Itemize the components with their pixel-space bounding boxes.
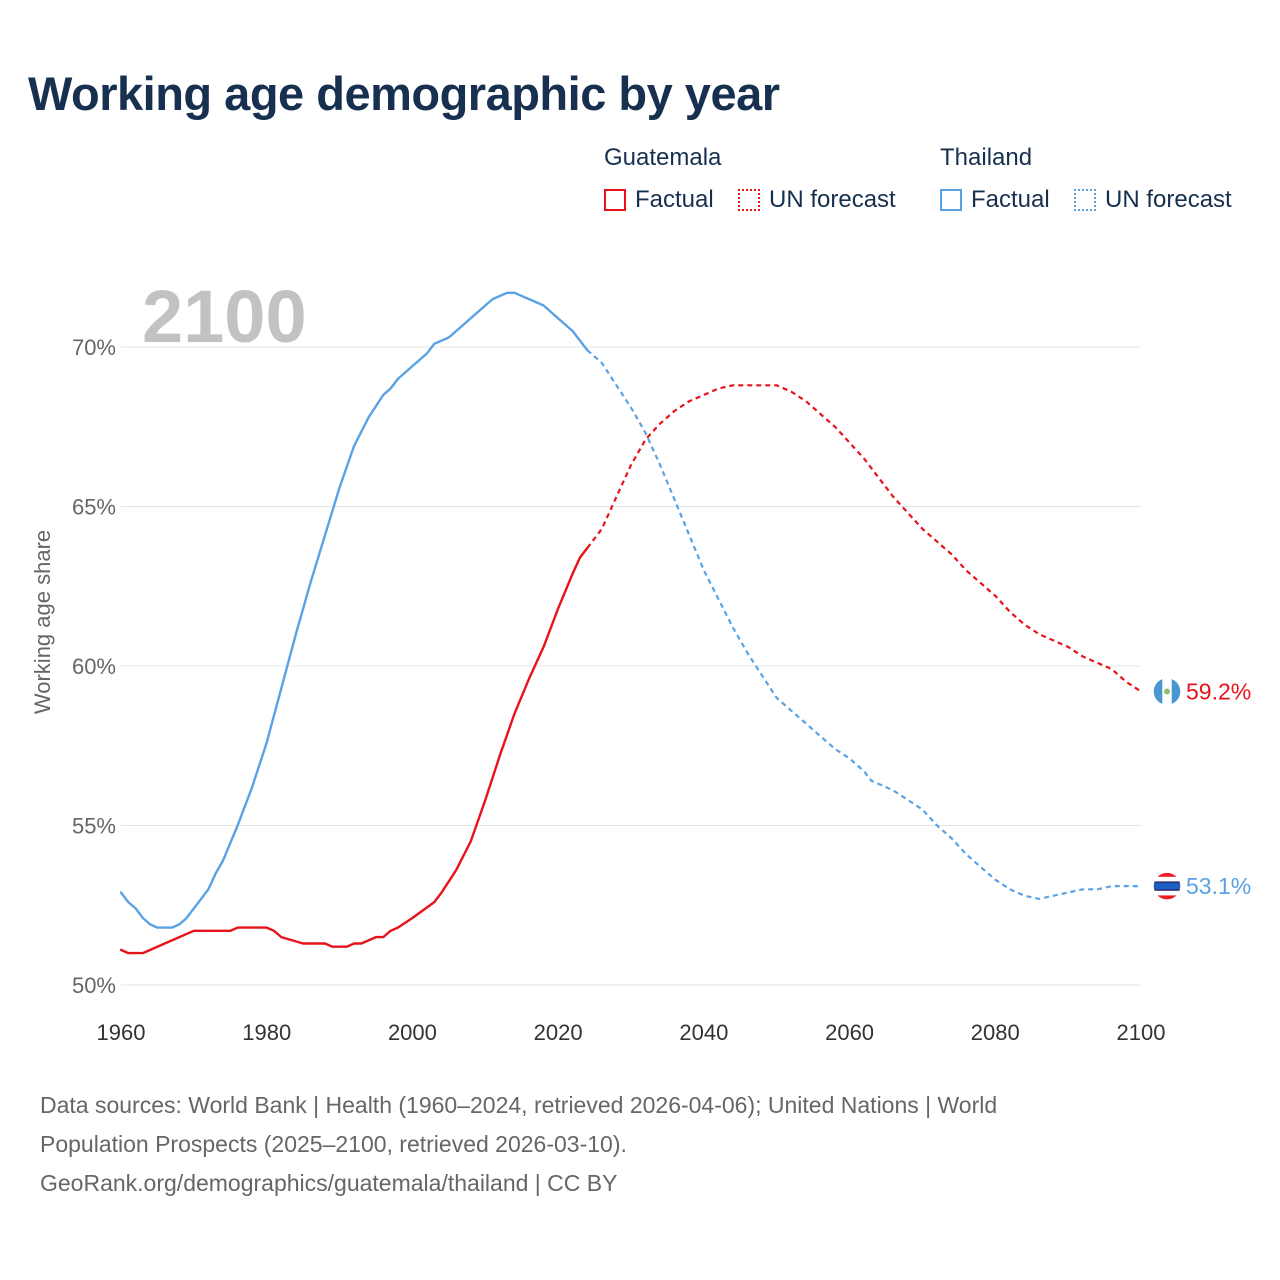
legend-guatemala: Guatemala Factual UN forecast <box>604 144 924 224</box>
x-tick-label: 2080 <box>971 1020 1020 1045</box>
series-line-guatemala-factual[interactable] <box>119 546 589 955</box>
series-line-thailand-forecast[interactable] <box>586 349 1141 901</box>
legend-guatemala-factual[interactable]: Factual <box>604 186 714 214</box>
legend-label: UN forecast <box>769 186 896 213</box>
x-tick-label: 2040 <box>679 1020 728 1045</box>
y-tick-label: 60% <box>72 654 116 679</box>
series-line-guatemala-forecast[interactable] <box>586 384 1142 693</box>
x-tick-label: 1960 <box>97 1020 146 1045</box>
legend-country-guatemala: Guatemala <box>604 144 722 171</box>
legend-label: Factual <box>635 186 714 213</box>
legend-swatch-solid <box>604 189 626 211</box>
legend-swatch-solid <box>940 189 962 211</box>
y-tick-label: 65% <box>72 495 116 520</box>
x-tick-label: 2060 <box>825 1020 874 1045</box>
legend-swatch-dotted <box>1074 189 1096 211</box>
end-value-label-thailand: 53.1% <box>1186 873 1251 899</box>
year-watermark: 2100 <box>142 275 307 358</box>
line-chart: 2100 50% 55% 60% 65% 70% 1960 1980 2000 2020 204… <box>30 275 1251 1045</box>
footer-sources-line1: Data sources: World Bank | Health (1960–… <box>40 1092 998 1118</box>
y-tick-label: 70% <box>72 335 116 360</box>
flag-guatemala-icon <box>1152 676 1182 707</box>
legend-thailand: Thailand Factual UN forecast <box>940 144 1260 224</box>
x-tick-label: 2000 <box>388 1020 437 1045</box>
legend-label: Factual <box>971 186 1050 213</box>
legend-country-thailand: Thailand <box>940 144 1033 171</box>
footer-sources-line2: Population Prospects (2025–2100, retriev… <box>40 1131 627 1157</box>
x-tick-label: 2100 <box>1117 1020 1166 1045</box>
y-axis-label: Working age share <box>30 530 55 714</box>
legend-thailand-forecast[interactable]: UN forecast <box>1074 186 1232 214</box>
footer-attribution[interactable]: GeoRank.org/demographics/guatemala/thail… <box>40 1170 618 1196</box>
x-tick-label: 2020 <box>534 1020 583 1045</box>
legend-swatch-dotted <box>738 189 760 211</box>
footer: Data sources: World Bank | Health (1960–… <box>40 1086 1180 1203</box>
y-tick-label: 50% <box>72 973 116 998</box>
y-tick-label: 55% <box>72 814 116 839</box>
x-tick-label: 1980 <box>242 1020 291 1045</box>
end-value-label-guatemala: 59.2% <box>1186 679 1251 705</box>
series-line-thailand-factual[interactable] <box>119 291 589 929</box>
legend-label: UN forecast <box>1105 186 1232 213</box>
legend-guatemala-forecast[interactable]: UN forecast <box>738 186 896 214</box>
chart-title: Working age demographic by year <box>28 67 780 120</box>
legend-thailand-factual[interactable]: Factual <box>940 186 1050 214</box>
flag-thailand-icon <box>1152 871 1182 901</box>
